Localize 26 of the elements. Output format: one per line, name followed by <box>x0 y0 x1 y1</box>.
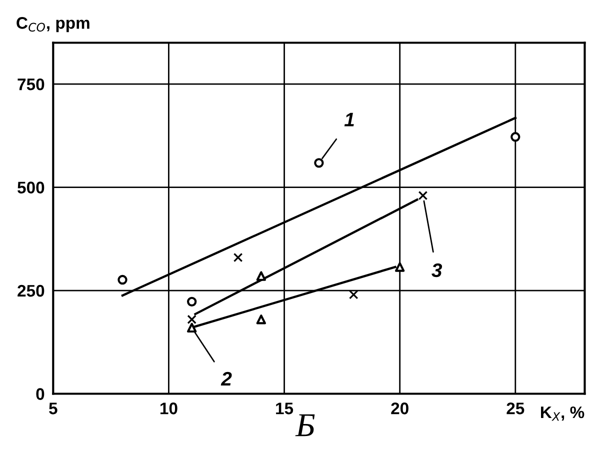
point <box>187 314 196 324</box>
point <box>186 296 197 307</box>
point <box>186 322 197 333</box>
x-axis-title: K$_{X}$, % <box>541 406 584 421</box>
y-tick-label: 750 <box>18 78 44 90</box>
point <box>256 271 266 281</box>
y-tick-label: 250 <box>18 284 44 297</box>
point <box>510 132 520 142</box>
text: Б <box>295 414 315 436</box>
point <box>314 158 324 168</box>
annotation: 3 <box>432 263 442 278</box>
point <box>394 262 405 272</box>
x-tick-label: 5 <box>49 402 58 414</box>
point <box>233 252 243 262</box>
y-tick-label: 500 <box>18 182 44 194</box>
x-tick-label: 25 <box>506 402 524 414</box>
point <box>348 290 358 300</box>
x-tick-label: 15 <box>276 402 294 414</box>
y-tick-label: 0 <box>36 388 44 400</box>
point <box>256 314 266 324</box>
y-axis-title: C$_{CO}$, ppm <box>16 17 90 32</box>
x-tick-label: 10 <box>160 402 178 414</box>
annotation: 1 <box>344 112 354 126</box>
point <box>118 274 128 285</box>
x-tick-label: 20 <box>391 402 408 414</box>
annotation: 2 <box>220 372 232 386</box>
